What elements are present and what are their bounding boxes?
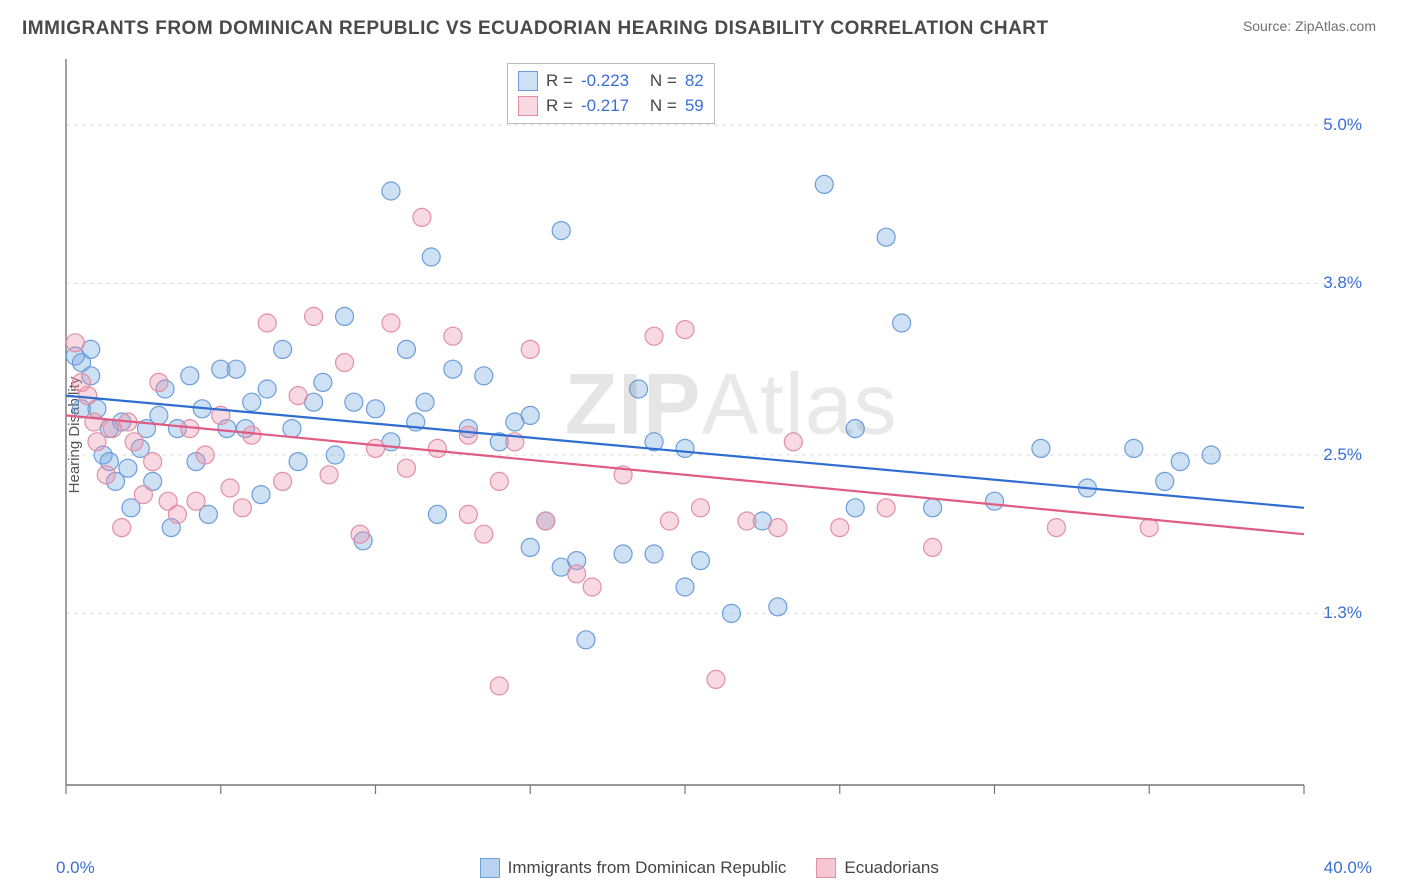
r-label: R = [546, 94, 573, 119]
correlation-stats-box: R = -0.223 N = 82 R = -0.217 N = 59 [507, 63, 715, 124]
x-axis-min: 0.0% [56, 858, 95, 878]
r-value: -0.223 [581, 69, 629, 94]
stat-row: R = -0.223 N = 82 [518, 69, 704, 94]
y-tick-label: 3.8% [1323, 273, 1362, 293]
source-name: ZipAtlas.com [1295, 18, 1376, 34]
legend-label: Ecuadorians [844, 858, 939, 878]
plot-area: Hearing Disability ZIPAtlas R = -0.223 N… [50, 55, 1360, 815]
source-attribution: Source: ZipAtlas.com [1243, 18, 1376, 34]
legend-swatch [816, 858, 836, 878]
chart-header: IMMIGRANTS FROM DOMINICAN REPUBLIC VS EC… [0, 0, 1406, 40]
series-swatch [518, 96, 538, 116]
legend-item: Ecuadorians [816, 858, 939, 878]
legend-item: Immigrants from Dominican Republic [480, 858, 787, 878]
stat-row: R = -0.217 N = 59 [518, 94, 704, 119]
series-swatch [518, 71, 538, 91]
chart-title: IMMIGRANTS FROM DOMINICAN REPUBLIC VS EC… [22, 18, 1049, 40]
legend-swatch [480, 858, 500, 878]
y-tick-label: 5.0% [1323, 115, 1362, 135]
scatter-plot [60, 55, 1360, 815]
n-label: N = [650, 94, 677, 119]
n-label: N = [650, 69, 677, 94]
n-value: 59 [685, 94, 704, 119]
r-label: R = [546, 69, 573, 94]
y-tick-label: 2.5% [1323, 445, 1362, 465]
legend-label: Immigrants from Dominican Republic [508, 858, 787, 878]
source-label: Source: [1243, 18, 1295, 34]
n-value: 82 [685, 69, 704, 94]
y-tick-label: 1.3% [1323, 603, 1362, 623]
x-axis-max: 40.0% [1324, 858, 1372, 878]
r-value: -0.217 [581, 94, 629, 119]
series-legend: Immigrants from Dominican Republic Ecuado… [480, 858, 939, 878]
x-axis-footer: 0.0% Immigrants from Dominican Republic E… [0, 858, 1406, 878]
